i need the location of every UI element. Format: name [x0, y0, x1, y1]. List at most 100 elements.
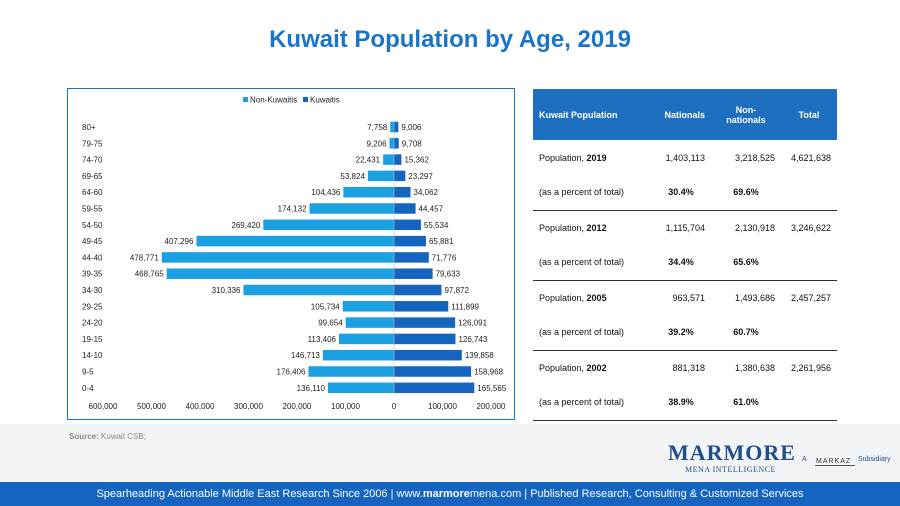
data-label-non-kuwaitis: 174,132 — [278, 205, 307, 214]
data-label-kuwaitis: 126,743 — [458, 335, 487, 344]
header-total: Total — [781, 89, 837, 140]
bar-kuwaitis — [394, 235, 426, 247]
percent-row: (as a percent of total) 30.4% 69.6% — [533, 175, 837, 211]
category-label: 64-60 — [82, 188, 103, 197]
data-label-kuwaitis: 65,881 — [429, 237, 454, 246]
cell-non-nationals: 2,130,918 — [734, 222, 775, 233]
bar-non-kuwaitis — [345, 317, 394, 328]
cell-total: 3,246,622 — [790, 222, 831, 233]
data-label-non-kuwaitis: 468,765 — [135, 270, 164, 279]
x-tick-label: 100,000 — [428, 402, 457, 411]
bar-non-kuwaitis — [322, 349, 394, 361]
x-tick-label: 100,000 — [331, 402, 360, 411]
cell-nationals: 30.4% — [651, 175, 711, 211]
header-nationals: Nationals — [651, 89, 711, 140]
data-label-kuwaitis: 55,534 — [424, 221, 449, 230]
table-header-row: Kuwait Population Nationals Non-national… — [533, 89, 837, 140]
row-label: (as a percent of total) — [533, 175, 651, 211]
cell-non-nationals: 65.6% — [711, 245, 781, 281]
bar-non-kuwaitis — [263, 219, 394, 231]
cell-total: 2,457,257 — [790, 292, 831, 303]
x-tick-label: 500,000 — [137, 402, 166, 411]
bar-non-kuwaitis — [309, 203, 394, 214]
data-label-kuwaitis: 15,362 — [404, 156, 429, 165]
category-label: 59-55 — [82, 205, 103, 214]
bar-non-kuwaitis — [367, 170, 394, 182]
category-label: 9-5 — [82, 368, 94, 377]
category-label: 39-35 — [82, 270, 103, 279]
population-table: Kuwait Population Nationals Non-national… — [533, 89, 837, 421]
bar-non-kuwaitis — [327, 382, 394, 394]
row-label: Population, 2012 — [533, 210, 651, 245]
bar-kuwaitis — [394, 252, 429, 263]
bar-kuwaitis — [394, 170, 406, 182]
data-label-non-kuwaitis: 407,296 — [165, 237, 194, 246]
cell-total: 2,261,956 — [790, 362, 831, 373]
cell-non-nationals: 69.6% — [711, 175, 781, 211]
category-label: 54-50 — [82, 221, 103, 230]
category-label: 29-25 — [82, 302, 103, 311]
data-label-non-kuwaitis: 53,824 — [340, 172, 365, 181]
cell-nationals: 39.2% — [651, 315, 711, 351]
data-label-non-kuwaitis: 176,406 — [277, 368, 306, 377]
data-label-kuwaitis: 165,565 — [477, 384, 506, 393]
bar-non-kuwaitis — [161, 252, 394, 263]
data-label-non-kuwaitis: 99,654 — [318, 319, 343, 328]
cell-nationals: 38.9% — [651, 385, 711, 421]
bar-kuwaitis — [394, 382, 475, 394]
bar-kuwaitis — [394, 301, 449, 312]
category-label: 24-20 — [82, 319, 103, 328]
cell-total — [781, 315, 837, 351]
percent-row: (as a percent of total) 38.9% 61.0% — [533, 385, 837, 421]
source-text: Kuwait CSB; — [101, 432, 146, 441]
percent-row: (as a percent of total) 39.2% 60.7% — [533, 315, 837, 351]
bar-non-kuwaitis — [343, 186, 394, 198]
footer-bar: Spearheading Actionable Middle East Rese… — [0, 482, 900, 506]
category-label: 69-65 — [82, 172, 103, 181]
legend-swatch-kuwaitis — [303, 97, 308, 102]
data-label-non-kuwaitis: 22,431 — [356, 156, 381, 165]
data-label-kuwaitis: 9,708 — [402, 139, 423, 148]
cell-total — [781, 245, 837, 281]
bar-kuwaitis — [394, 203, 416, 214]
population-row: Population, 2012 1,115,704 2,130,918 3,246,… — [533, 210, 837, 245]
legend-label-kuwaitis: Kuwaitis — [310, 96, 340, 105]
header-kuwait-population: Kuwait Population — [533, 89, 651, 140]
data-label-kuwaitis: 71,776 — [432, 253, 457, 262]
bar-kuwaitis — [394, 268, 433, 279]
cell-total — [781, 175, 837, 211]
footer-text-1: Spearheading Actionable Middle East Rese… — [96, 488, 423, 500]
data-label-kuwaitis: 126,091 — [458, 319, 487, 328]
data-label-non-kuwaitis: 7,758 — [367, 123, 388, 132]
category-label: 79-75 — [82, 139, 103, 148]
data-label-kuwaitis: 34,062 — [414, 188, 439, 197]
bar-non-kuwaitis — [338, 333, 394, 345]
data-label-non-kuwaitis: 104,436 — [311, 188, 340, 197]
data-label-non-kuwaitis: 136,110 — [297, 384, 326, 393]
data-label-kuwaitis: 44,457 — [419, 205, 444, 214]
row-label: (as a percent of total) — [533, 245, 651, 281]
data-label-kuwaitis: 158,968 — [474, 368, 503, 377]
data-label-non-kuwaitis: 269,420 — [231, 221, 260, 230]
percent-row: (as a percent of total) 34.4% 65.6% — [533, 245, 837, 281]
bar-kuwaitis — [394, 333, 456, 345]
table-body: Population, 2019 1,403,113 3,218,525 4,621,… — [533, 140, 837, 421]
cell-nationals: 34.4% — [651, 245, 711, 281]
bar-non-kuwaitis — [389, 138, 394, 149]
footer-text-3: mena.com | Published Research, Consultin… — [469, 488, 804, 500]
header-non-nationals: Non-nationals — [711, 89, 781, 140]
data-label-non-kuwaitis: 146,713 — [291, 351, 320, 360]
x-tick-label: 200,000 — [477, 402, 506, 411]
cell-non-nationals: 60.7% — [711, 315, 781, 351]
population-row: Population, 2019 1,403,113 3,218,525 4,621,… — [533, 140, 837, 175]
cell-non-nationals: 3,218,525 — [734, 152, 775, 163]
cell-total: 4,621,638 — [790, 152, 831, 163]
bar-kuwaitis — [394, 349, 462, 361]
bar-non-kuwaitis — [308, 366, 394, 377]
row-label-prefix: Population, — [539, 222, 587, 233]
category-label: 0-4 — [82, 384, 94, 393]
subsidiary-text: Subsidiary — [858, 456, 891, 463]
category-label: 19-15 — [82, 335, 103, 344]
row-label: Population, 2002 — [533, 350, 651, 385]
